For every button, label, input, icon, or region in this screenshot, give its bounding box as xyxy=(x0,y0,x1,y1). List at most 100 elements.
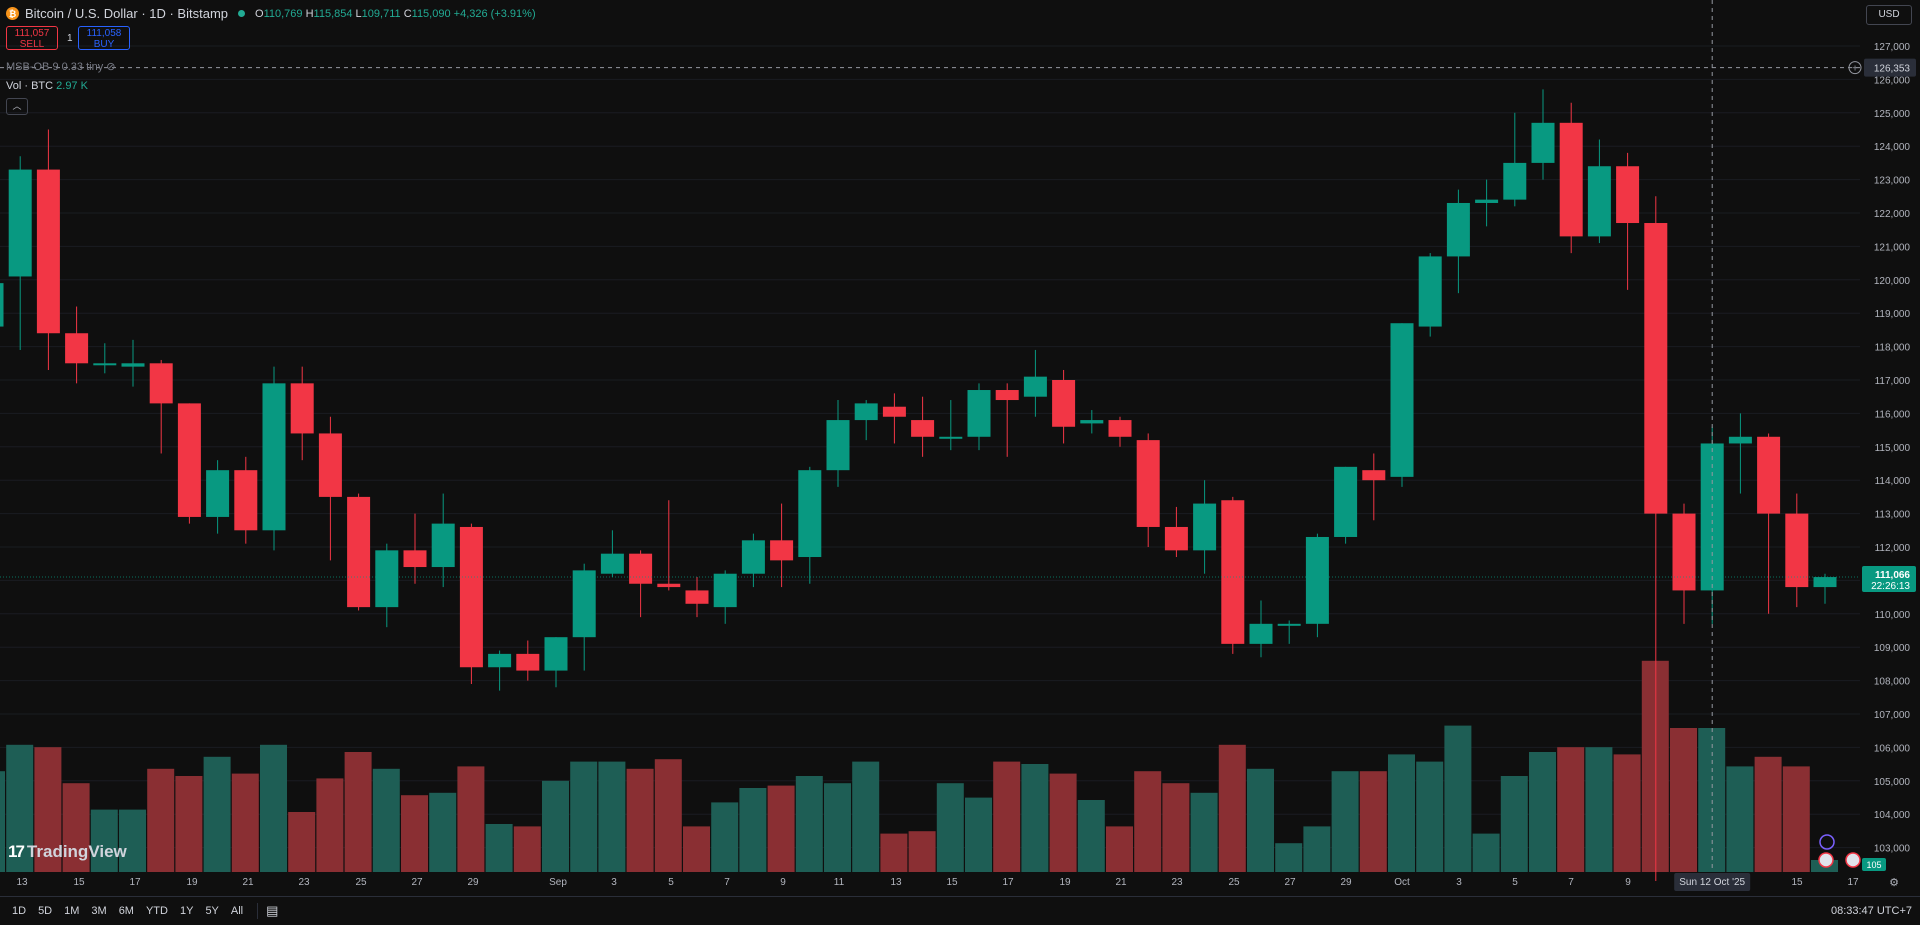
high-label: H xyxy=(305,7,314,20)
candle-body xyxy=(911,420,935,437)
volume-bar xyxy=(965,797,992,872)
candle-body xyxy=(1531,122,1555,163)
price-axis-label: 123,000 xyxy=(1874,176,1911,187)
low-label: L xyxy=(355,7,362,20)
time-axis-label: 17 xyxy=(1002,877,1014,888)
candle-body xyxy=(1813,577,1837,588)
candle xyxy=(516,640,540,681)
sell-label: SELL xyxy=(19,39,45,50)
price-axis-label: 121,000 xyxy=(1874,242,1911,253)
candle xyxy=(1475,179,1499,227)
candle-body xyxy=(1221,500,1245,644)
candle-body xyxy=(318,433,342,497)
price-axis-label: 113,000 xyxy=(1875,510,1911,521)
candle xyxy=(882,393,906,444)
candle xyxy=(290,366,314,461)
time-axis-label: 5 xyxy=(668,877,674,888)
candle-body xyxy=(629,553,653,584)
timeframe-5y[interactable]: 5Y xyxy=(205,905,219,917)
volume-bar xyxy=(1275,843,1303,872)
msb-indicator-legend[interactable]: MSB-OB 9 0.33 tiny ⊘ xyxy=(6,60,116,73)
volume-bar xyxy=(1218,744,1246,872)
volume-bar xyxy=(1472,833,1500,872)
buy-button[interactable]: 111,058 BUY xyxy=(78,26,130,50)
candle-body xyxy=(1446,202,1470,257)
us-flag-event-icon xyxy=(1818,852,1834,868)
timeframe-ytd[interactable]: YTD xyxy=(145,905,168,917)
timeframe-all[interactable]: All xyxy=(230,905,244,917)
volume-bar xyxy=(654,759,682,872)
timeframe-1y[interactable]: 1Y xyxy=(179,905,194,917)
price-axis-label: 127,000 xyxy=(1874,42,1911,53)
volume-bar xyxy=(598,761,626,872)
eye-hidden-icon[interactable]: ⊘ xyxy=(106,61,116,73)
candle xyxy=(459,523,483,684)
clock[interactable]: 08:33:47 UTC+7 xyxy=(1830,905,1912,917)
sell-button[interactable]: 111,057 SELL xyxy=(6,26,58,50)
collapse-legend-button[interactable]: ︿ xyxy=(6,98,28,115)
open-label: O xyxy=(255,7,264,20)
volume-bar xyxy=(683,826,710,872)
candle xyxy=(121,339,145,387)
change-value: +4,326 (+3.91%) xyxy=(453,7,536,20)
candle xyxy=(1136,433,1160,547)
tradingview-logo[interactable]: 17 TradingView xyxy=(8,842,127,862)
spread-value: 1 xyxy=(67,33,73,44)
volume-bar xyxy=(260,744,287,872)
volume-bar xyxy=(316,778,344,872)
candle xyxy=(206,460,230,534)
candle xyxy=(1728,413,1752,494)
timeframe-5d[interactable]: 5D xyxy=(38,905,53,917)
candle-body xyxy=(0,283,4,327)
price-axis-label: 109,000 xyxy=(1874,643,1911,654)
candle xyxy=(0,283,4,327)
time-axis-label: 25 xyxy=(1228,877,1240,888)
market-open-indicator xyxy=(238,10,245,17)
candle-body xyxy=(1052,380,1076,427)
currency-selector[interactable]: USD xyxy=(1866,5,1912,25)
candle xyxy=(1164,506,1188,558)
us-flag-event-icon xyxy=(1845,852,1861,868)
candle-body xyxy=(488,653,512,668)
last-price-label: 111,066 xyxy=(1875,570,1910,581)
price-axis-label: 106,000 xyxy=(1874,743,1911,754)
price-axis-label: 104,000 xyxy=(1874,810,1911,821)
symbol-title[interactable]: Bitcoin / U.S. Dollar · 1D · Bitstamp xyxy=(25,6,228,21)
time-axis-label: 15 xyxy=(73,877,85,888)
candle-body xyxy=(1757,436,1781,514)
bottom-toolbar: 1D 5D 1M 3M 6M YTD 1Y 5Y All ▤ 08:33:47 UTC+7 xyxy=(0,896,1920,925)
price-axis-label: 107,000 xyxy=(1874,710,1911,721)
volume-bar xyxy=(175,776,203,872)
candle-body xyxy=(1587,166,1611,237)
volume-indicator-legend[interactable]: Vol · BTC 2.97 K xyxy=(6,80,88,92)
candle-body xyxy=(262,383,286,531)
time-axis-label: 15 xyxy=(1791,877,1803,888)
candle xyxy=(1390,323,1414,487)
time-axis-label: 27 xyxy=(1284,877,1296,888)
candle xyxy=(177,403,201,524)
price-axis-label: 114,000 xyxy=(1875,476,1911,487)
candle xyxy=(1418,253,1442,337)
candle xyxy=(318,416,342,561)
candle-body xyxy=(234,470,258,531)
time-axis-label: 5 xyxy=(1512,877,1518,888)
timeframe-1m[interactable]: 1M xyxy=(64,905,80,917)
candle-body xyxy=(854,403,878,421)
candle-body xyxy=(347,496,371,608)
timeframe-6m[interactable]: 6M xyxy=(118,905,134,917)
candle xyxy=(854,400,878,441)
candle xyxy=(967,383,991,451)
volume-bar xyxy=(6,744,34,872)
msb-indicator-label: MSB-OB 9 0.33 tiny xyxy=(6,61,104,73)
candle xyxy=(65,306,89,384)
volume-bar xyxy=(993,761,1021,872)
candle xyxy=(347,493,371,611)
volume-bar xyxy=(908,831,936,872)
timeframe-1d[interactable]: 1D xyxy=(12,905,27,917)
candle xyxy=(1531,89,1555,180)
timeframe-3m[interactable]: 3M xyxy=(91,905,107,917)
time-axis-label: 11 xyxy=(834,877,845,888)
calendar-range-icon[interactable]: ▤ xyxy=(266,903,279,918)
candle xyxy=(572,563,596,671)
